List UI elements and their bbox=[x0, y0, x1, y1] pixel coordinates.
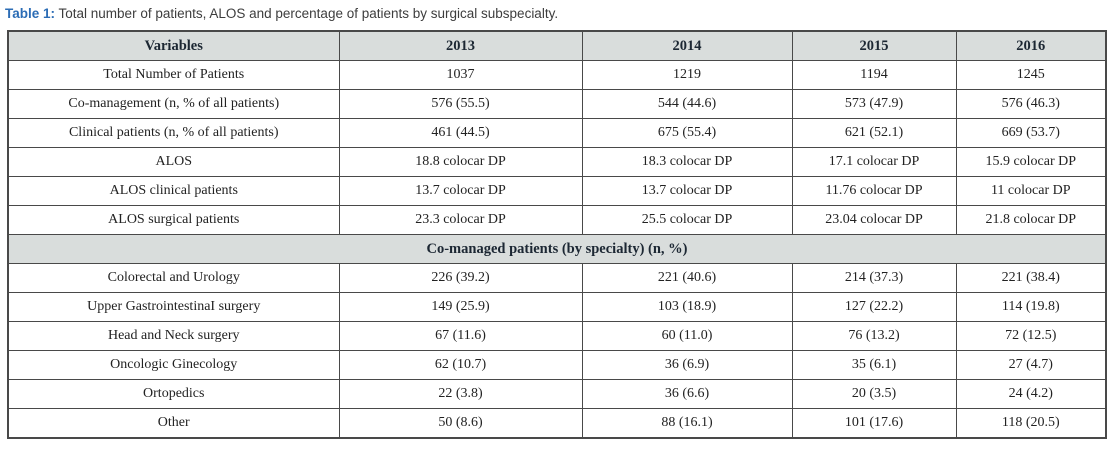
value-cell: 221 (40.6) bbox=[581, 263, 793, 293]
row-label-cell: Total Number of Patients bbox=[7, 60, 340, 90]
header-row: Variables 2013 2014 2015 2016 bbox=[7, 30, 1107, 61]
row-label-cell: Co-management (n, % of all patients) bbox=[7, 89, 340, 119]
row-label-cell: ALOS clinical patients bbox=[7, 176, 340, 206]
value-cell: 576 (55.5) bbox=[338, 89, 583, 119]
value-cell: 621 (52.1) bbox=[791, 118, 957, 148]
value-cell: 27 (4.7) bbox=[955, 350, 1107, 380]
table-row: ALOS surgical patients 23.3 colocar DP 2… bbox=[7, 205, 1107, 235]
value-cell: 103 (18.9) bbox=[581, 292, 793, 322]
value-cell: 17.1 colocar DP bbox=[791, 147, 957, 177]
value-cell: 101 (17.6) bbox=[791, 408, 957, 439]
row-label-cell: Other bbox=[7, 408, 340, 439]
value-cell: 36 (6.9) bbox=[581, 350, 793, 380]
value-cell: 1037 bbox=[338, 60, 583, 90]
value-cell: 461 (44.5) bbox=[338, 118, 583, 148]
value-cell: 114 (19.8) bbox=[955, 292, 1107, 322]
column-header-2014: 2014 bbox=[581, 30, 793, 61]
table-row: Colorectal and Urology 226 (39.2) 221 (4… bbox=[7, 263, 1107, 293]
table-row: Clinical patients (n, % of all patients)… bbox=[7, 118, 1107, 148]
value-cell: 576 (46.3) bbox=[955, 89, 1107, 119]
value-cell: 62 (10.7) bbox=[338, 350, 583, 380]
row-label-cell: Oncologic Ginecology bbox=[7, 350, 340, 380]
table-caption: Table 1: Total number of patients, ALOS … bbox=[5, 5, 1112, 22]
value-cell: 544 (44.6) bbox=[581, 89, 793, 119]
column-header-2013: 2013 bbox=[338, 30, 583, 61]
value-cell: 669 (53.7) bbox=[955, 118, 1107, 148]
value-cell: 24 (4.2) bbox=[955, 379, 1107, 409]
table-row: Head and Neck surgery 67 (11.6) 60 (11.0… bbox=[7, 321, 1107, 351]
value-cell: 35 (6.1) bbox=[791, 350, 957, 380]
value-cell: 1219 bbox=[581, 60, 793, 90]
row-label-cell: ALOS bbox=[7, 147, 340, 177]
value-cell: 21.8 colocar DP bbox=[955, 205, 1107, 235]
value-cell: 149 (25.9) bbox=[338, 292, 583, 322]
value-cell: 20 (3.5) bbox=[791, 379, 957, 409]
value-cell: 13.7 colocar DP bbox=[338, 176, 583, 206]
value-cell: 127 (22.2) bbox=[791, 292, 957, 322]
row-label-cell: Colorectal and Urology bbox=[7, 263, 340, 293]
value-cell: 226 (39.2) bbox=[338, 263, 583, 293]
value-cell: 1194 bbox=[791, 60, 957, 90]
value-cell: 573 (47.9) bbox=[791, 89, 957, 119]
value-cell: 72 (12.5) bbox=[955, 321, 1107, 351]
value-cell: 11 colocar DP bbox=[955, 176, 1107, 206]
value-cell: 22 (3.8) bbox=[338, 379, 583, 409]
row-label-cell: Ortopedics bbox=[7, 379, 340, 409]
value-cell: 88 (16.1) bbox=[581, 408, 793, 439]
value-cell: 15.9 colocar DP bbox=[955, 147, 1107, 177]
value-cell: 23.04 colocar DP bbox=[791, 205, 957, 235]
value-cell: 23.3 colocar DP bbox=[338, 205, 583, 235]
value-cell: 76 (13.2) bbox=[791, 321, 957, 351]
value-cell: 118 (20.5) bbox=[955, 408, 1107, 439]
value-cell: 18.8 colocar DP bbox=[338, 147, 583, 177]
value-cell: 13.7 colocar DP bbox=[581, 176, 793, 206]
value-cell: 18.3 colocar DP bbox=[581, 147, 793, 177]
table-row: Other 50 (8.6) 88 (16.1) 101 (17.6) 118 … bbox=[7, 408, 1107, 439]
row-label-cell: Head and Neck surgery bbox=[7, 321, 340, 351]
section-header-row: Co-managed patients (by specialty) (n, %… bbox=[7, 234, 1107, 264]
table-row: Co-management (n, % of all patients) 576… bbox=[7, 89, 1107, 119]
value-cell: 214 (37.3) bbox=[791, 263, 957, 293]
value-cell: 11.76 colocar DP bbox=[791, 176, 957, 206]
value-cell: 36 (6.6) bbox=[581, 379, 793, 409]
value-cell: 1245 bbox=[955, 60, 1107, 90]
table-row: Upper GastrointestinaI surgery 149 (25.9… bbox=[7, 292, 1107, 322]
value-cell: 25.5 colocar DP bbox=[581, 205, 793, 235]
table-row: ALOS 18.8 colocar DP 18.3 colocar DP 17.… bbox=[7, 147, 1107, 177]
value-cell: 675 (55.4) bbox=[581, 118, 793, 148]
column-header-2015: 2015 bbox=[791, 30, 957, 61]
table-row: Total Number of Patients 1037 1219 1194 … bbox=[7, 60, 1107, 90]
table-caption-text: Total number of patients, ALOS and perce… bbox=[55, 6, 559, 21]
patients-table: Variables 2013 2014 2015 2016 Total Numb… bbox=[7, 30, 1107, 439]
table-caption-label: Table 1: bbox=[5, 6, 56, 21]
column-header-2016: 2016 bbox=[955, 30, 1107, 61]
value-cell: 50 (8.6) bbox=[338, 408, 583, 439]
value-cell: 221 (38.4) bbox=[955, 263, 1107, 293]
row-label-cell: ALOS surgical patients bbox=[7, 205, 340, 235]
row-label-cell: Clinical patients (n, % of all patients) bbox=[7, 118, 340, 148]
row-label-cell: Upper GastrointestinaI surgery bbox=[7, 292, 340, 322]
table-row: Oncologic Ginecology 62 (10.7) 36 (6.9) … bbox=[7, 350, 1107, 380]
column-header-variables: Variables bbox=[7, 30, 340, 61]
value-cell: 67 (11.6) bbox=[338, 321, 583, 351]
section-header-cell: Co-managed patients (by specialty) (n, %… bbox=[7, 234, 1107, 264]
value-cell: 60 (11.0) bbox=[581, 321, 793, 351]
table-row: ALOS clinical patients 13.7 colocar DP 1… bbox=[7, 176, 1107, 206]
table-row: Ortopedics 22 (3.8) 36 (6.6) 20 (3.5) 24… bbox=[7, 379, 1107, 409]
